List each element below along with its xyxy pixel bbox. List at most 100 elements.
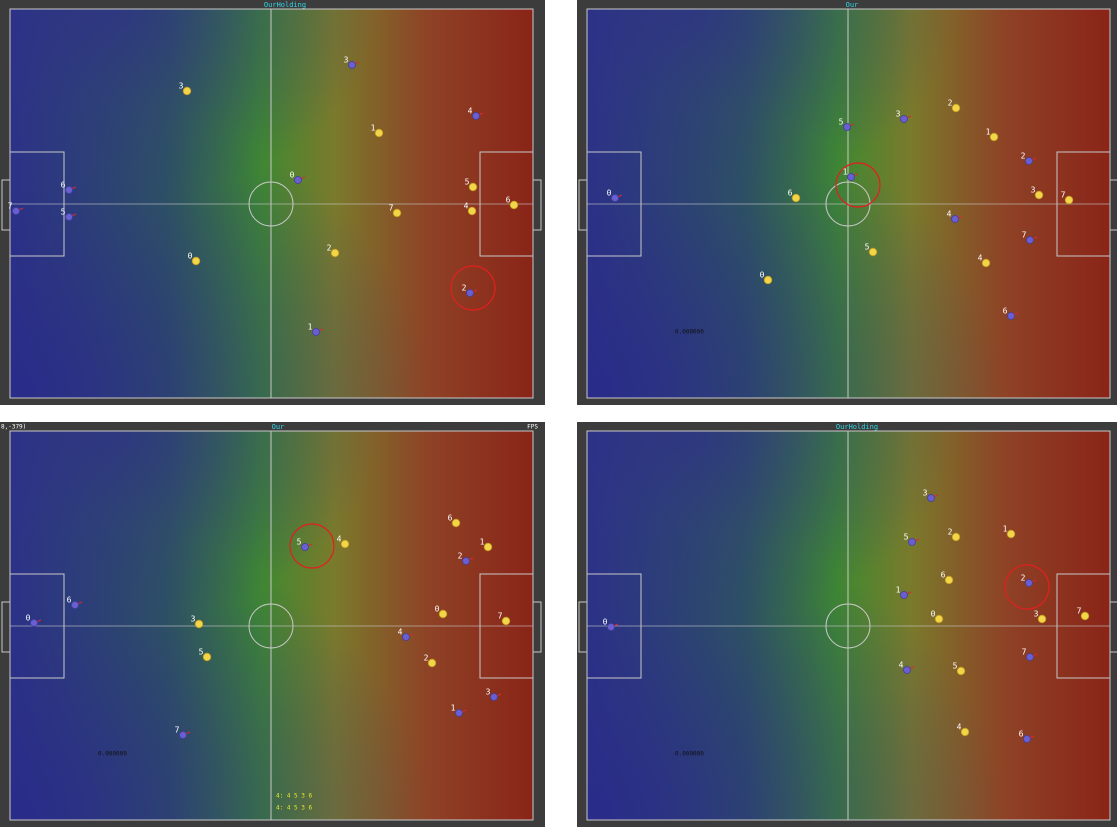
player-number: 7 <box>8 202 13 211</box>
player-number: 6 <box>506 196 511 205</box>
blue-player <box>951 215 959 223</box>
yellow-player <box>191 256 201 266</box>
player-number: 4 <box>337 535 342 544</box>
yellow-player <box>934 614 944 624</box>
blue-player <box>1025 579 1033 587</box>
debug-line: 4: 4 5 3 6 <box>276 805 313 812</box>
panel: Our 8,-379) FPS 0.000000 4: 4 5 3 6 4: 4 5 3 … <box>0 422 545 827</box>
yellow-player <box>501 616 511 626</box>
blue-player <box>1026 236 1034 244</box>
player-number: 5 <box>199 648 204 657</box>
player-number: 4 <box>468 107 473 116</box>
blue-player <box>402 633 410 641</box>
blue-player <box>455 709 463 717</box>
value-text: 0.000000 <box>675 751 704 758</box>
player-number: 1 <box>986 128 991 137</box>
player-number: 2 <box>424 654 429 663</box>
yellow-player <box>182 86 192 96</box>
ball-ring <box>1004 564 1050 610</box>
player-number: 3 <box>923 489 928 498</box>
player-number: 1 <box>896 586 901 595</box>
yellow-player <box>483 542 493 552</box>
status-text: OurHolding <box>264 1 306 9</box>
yellow-player <box>1006 529 1016 539</box>
value-text: 0.000000 <box>675 329 704 336</box>
player-number: 5 <box>839 118 844 127</box>
goal <box>1 179 11 231</box>
player-number: 6 <box>61 181 66 190</box>
blue-player <box>1007 312 1015 320</box>
blue-player <box>348 61 356 69</box>
player-number: 0 <box>607 189 612 198</box>
player-number: 7 <box>1022 648 1027 657</box>
blue-player <box>466 289 474 297</box>
player-number: 0 <box>188 252 193 261</box>
player-number: 7 <box>175 726 180 735</box>
blue-player <box>1026 653 1034 661</box>
player-number: 1 <box>843 168 848 177</box>
player-number: 1 <box>308 323 313 332</box>
yellow-player <box>194 619 204 629</box>
player-number: 3 <box>1031 186 1036 195</box>
player-number: 5 <box>953 662 958 671</box>
player-number: 7 <box>1022 231 1027 240</box>
status-text: Our <box>272 423 285 431</box>
player-number: 1 <box>1003 525 1008 534</box>
player-number: 0 <box>603 618 608 627</box>
yellow-player <box>951 532 961 542</box>
yellow-player <box>868 247 878 257</box>
blue-player <box>900 591 908 599</box>
ball-ring <box>289 523 335 569</box>
player-number: 0 <box>26 614 31 623</box>
blue-player <box>312 328 320 336</box>
yellow-player <box>944 575 954 585</box>
blue-player <box>65 213 73 221</box>
debug-line: 4: 4 5 3 6 <box>276 793 313 800</box>
player-number: 6 <box>1003 307 1008 316</box>
player-number: 5 <box>865 243 870 252</box>
player-number: 2 <box>948 528 953 537</box>
player-number: 1 <box>480 538 485 547</box>
player-number: 4 <box>464 202 469 211</box>
yellow-player <box>951 103 961 113</box>
status-text: Our <box>846 1 859 9</box>
panel: Our 0.000000 5 3 1 2 0 4 7 6 2 1 6 5 3 7 0 4 <box>577 0 1117 405</box>
player-number: 5 <box>465 178 470 187</box>
goal <box>532 601 542 653</box>
player-number: 6 <box>941 571 946 580</box>
player-number: 3 <box>896 110 901 119</box>
yellow-player <box>1037 614 1047 624</box>
center-circle <box>248 603 294 649</box>
player-number: 0 <box>760 271 765 280</box>
center-circle <box>248 181 294 227</box>
blue-player <box>1023 735 1031 743</box>
blue-player <box>843 123 851 131</box>
goal <box>1109 179 1117 231</box>
blue-player <box>1025 157 1033 165</box>
goal <box>578 601 588 653</box>
player-number: 6 <box>448 514 453 523</box>
yellow-player <box>330 248 340 258</box>
fps: FPS <box>527 424 538 431</box>
goal <box>1 601 11 653</box>
yellow-player <box>202 652 212 662</box>
yellow-player <box>392 208 402 218</box>
blue-player <box>900 115 908 123</box>
player-number: 3 <box>344 56 349 65</box>
center-circle <box>825 603 871 649</box>
yellow-player <box>981 258 991 268</box>
yellow-player <box>1080 611 1090 621</box>
yellow-player <box>509 200 519 210</box>
player-number: 7 <box>389 204 394 213</box>
player-number: 2 <box>462 284 467 293</box>
player-number: 6 <box>788 189 793 198</box>
blue-player <box>611 194 619 202</box>
player-number: 2 <box>327 244 332 253</box>
blue-player <box>71 601 79 609</box>
yellow-player <box>340 539 350 549</box>
blue-player <box>490 693 498 701</box>
blue-player <box>927 494 935 502</box>
player-number: 0 <box>290 171 295 180</box>
player-number: 5 <box>297 538 302 547</box>
